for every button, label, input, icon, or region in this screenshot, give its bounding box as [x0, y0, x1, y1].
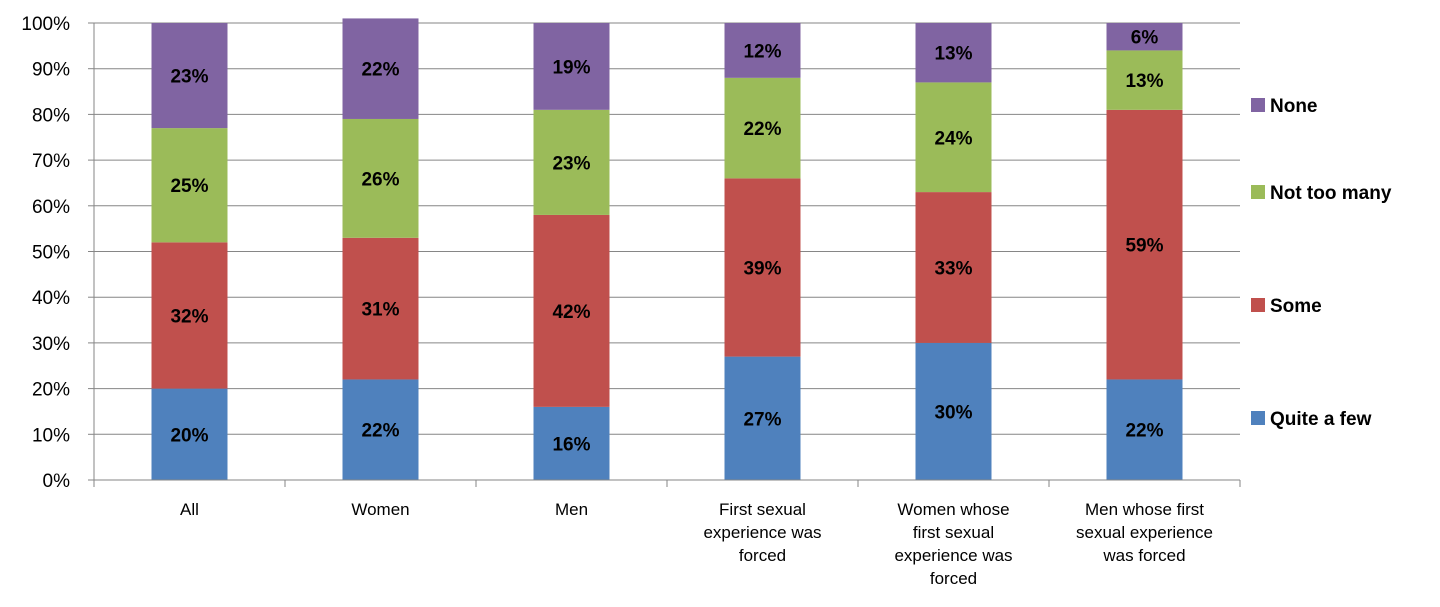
x-category-label: Men whose first sexual experience was forc…	[1076, 500, 1213, 565]
legend-swatch	[1251, 411, 1265, 425]
data-labels: 20% 32% 25% 23% 22% 31% 26% 22% 16% 42% 23% 19% 27% 3…	[170, 28, 1163, 456]
bar-segment	[342, 118, 419, 238]
legend-label: Some	[1270, 296, 1322, 317]
y-tick-label: 100%	[21, 14, 70, 35]
y-tick-label: 80%	[32, 105, 70, 126]
bar-segment	[724, 178, 801, 357]
x-category-label-line: Men whose first	[1085, 500, 1204, 519]
data-label: 12%	[743, 41, 781, 62]
bar-segment	[151, 388, 228, 480]
data-label: 20%	[170, 425, 208, 446]
y-tick-label: 0%	[43, 471, 71, 492]
y-tick-label: 90%	[32, 60, 70, 81]
x-category-label-line: Women whose	[897, 500, 1009, 519]
x-category-label-line: First sexual	[719, 500, 806, 519]
legend: None Not too many Some Quite a few	[1251, 96, 1392, 430]
bar-segment	[342, 379, 419, 480]
x-category-label-line: Women	[351, 500, 409, 519]
bar-segment	[533, 214, 610, 407]
legend-swatch	[1251, 185, 1265, 199]
x-category-label-line: experience was	[703, 523, 821, 542]
data-label: 23%	[170, 67, 208, 88]
legend-label: Quite a few	[1270, 409, 1372, 430]
legend-label: None	[1270, 96, 1318, 117]
x-category-label-line: sexual experience	[1076, 523, 1213, 542]
bar-segment	[724, 77, 801, 179]
bar-segment	[915, 192, 992, 343]
data-label: 23%	[552, 153, 590, 174]
bar-segment	[533, 109, 610, 215]
data-label: 32%	[170, 306, 208, 327]
x-category-label-line: forced	[930, 569, 977, 588]
bar-segment	[915, 82, 992, 193]
x-category-label: All	[180, 500, 199, 519]
y-tick-label: 60%	[32, 197, 70, 218]
bar-segment	[151, 23, 228, 129]
data-label: 27%	[743, 409, 781, 430]
data-label: 33%	[934, 258, 972, 279]
data-label: 59%	[1125, 236, 1163, 257]
x-category-label: First sexual experience was forced	[703, 500, 821, 565]
data-label: 13%	[934, 44, 972, 65]
bar-segment	[1106, 50, 1183, 110]
data-label: 22%	[743, 119, 781, 140]
axes: 0% 10% 20% 30% 40% 50% 60% 70% 80% 90% 100% All Wome…	[21, 14, 1241, 588]
bar-segment	[1106, 109, 1183, 380]
data-label: 6%	[1131, 28, 1159, 49]
data-label: 22%	[1125, 421, 1163, 442]
y-tick-label: 30%	[32, 334, 70, 355]
bar-segment	[533, 406, 610, 480]
y-tick-label: 50%	[32, 243, 70, 264]
bar-segment	[533, 23, 610, 110]
data-label: 16%	[552, 434, 590, 455]
x-category-label-line: All	[180, 500, 199, 519]
x-category-label-line: forced	[739, 546, 786, 565]
x-category-label: Men	[555, 500, 588, 519]
bar-segment	[151, 242, 228, 389]
data-label: 24%	[934, 128, 972, 149]
x-category-label: Women whose first sexual experience was for…	[894, 500, 1012, 588]
y-tick-label: 70%	[32, 151, 70, 172]
bar-segment	[151, 128, 228, 243]
data-label: 42%	[552, 302, 590, 323]
bar-segment	[915, 342, 992, 480]
x-category-label-line: Men	[555, 500, 588, 519]
bar-segment	[342, 18, 419, 119]
data-label: 25%	[170, 176, 208, 197]
data-label: 22%	[361, 421, 399, 442]
legend-label: Not too many	[1270, 183, 1392, 204]
y-tick-label: 10%	[32, 425, 70, 446]
data-label: 30%	[934, 402, 972, 423]
data-label: 39%	[743, 258, 781, 279]
y-tick-label: 40%	[32, 288, 70, 309]
bar-segment	[342, 237, 419, 380]
data-label: 26%	[361, 169, 399, 190]
legend-swatch	[1251, 98, 1265, 112]
bar-segment	[1106, 379, 1183, 480]
data-label: 13%	[1125, 71, 1163, 92]
data-label: 22%	[361, 60, 399, 81]
bar-segment	[724, 23, 801, 78]
x-category-label-line: was forced	[1102, 546, 1185, 565]
y-tick-label: 20%	[32, 380, 70, 401]
data-label: 31%	[361, 300, 399, 321]
bar-segment	[724, 356, 801, 480]
bars	[151, 18, 1183, 480]
x-category-label-line: first sexual	[913, 523, 994, 542]
bar-segment	[915, 23, 992, 83]
legend-swatch	[1251, 298, 1265, 312]
data-label: 19%	[552, 57, 590, 78]
x-category-label: Women	[351, 500, 409, 519]
bar-segment	[1106, 23, 1183, 51]
x-category-label-line: experience was	[894, 546, 1012, 565]
gridlines	[94, 22, 1240, 435]
